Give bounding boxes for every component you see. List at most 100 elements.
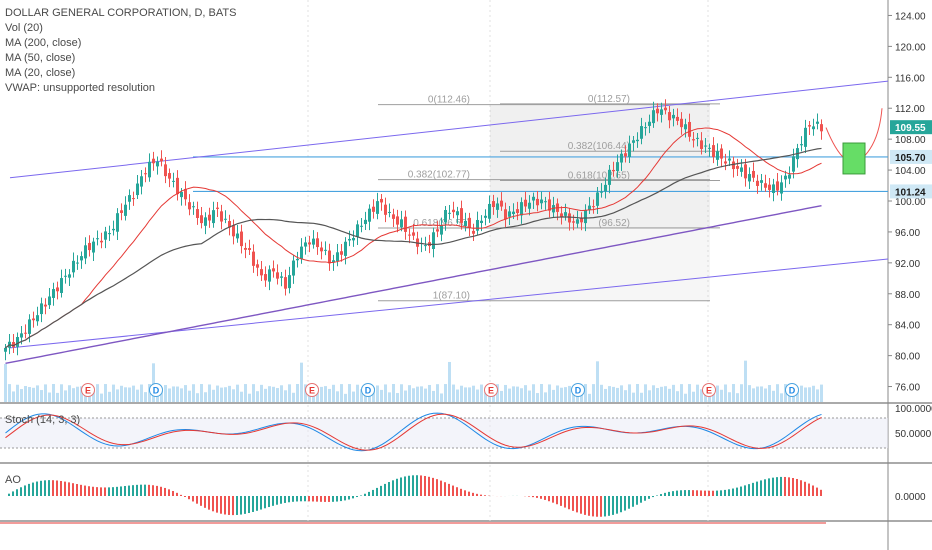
volume-bar (168, 388, 171, 402)
candle-body (304, 242, 307, 247)
dividend-event-icon (361, 383, 375, 397)
volume-bar (132, 385, 135, 402)
candle-body (648, 121, 651, 126)
ao-bar (780, 476, 782, 496)
ao-bar (736, 487, 738, 496)
ao-bar (576, 496, 578, 513)
candle-body (776, 181, 779, 191)
candle-body (164, 164, 167, 177)
candle-body (204, 217, 207, 226)
chart-title: DOLLAR GENERAL CORPORATION, D, BATS (5, 7, 237, 19)
candle-body (196, 209, 199, 219)
volume-bar (188, 390, 191, 402)
volume-bar (652, 385, 655, 402)
candle-body (228, 221, 231, 228)
candle-body (716, 151, 719, 160)
ao-bar (196, 496, 198, 504)
volume-bar (672, 384, 675, 402)
volume-bar (152, 363, 155, 402)
volume-bar (764, 388, 767, 402)
candle-body (360, 225, 363, 227)
candle-body (504, 209, 507, 220)
volume-bar (192, 384, 195, 402)
candle-body (156, 161, 159, 167)
volume-bar (148, 384, 151, 402)
volume-bar (804, 387, 807, 402)
ao-bar (8, 493, 10, 496)
ao-bar (284, 496, 286, 503)
candle-body (400, 219, 403, 228)
ao-bar (776, 477, 778, 496)
candle-body (52, 289, 55, 298)
candle-body (508, 211, 511, 217)
candle-body (300, 246, 303, 260)
candle-body (344, 241, 347, 256)
candle-body (596, 192, 599, 206)
volume-bar (44, 384, 47, 402)
ao-bar (536, 496, 538, 498)
candle-body (672, 114, 675, 119)
volume-bar (124, 387, 127, 402)
volume-bar (540, 384, 543, 402)
legend-ma200: MA (200, close) (5, 37, 82, 49)
ao-bar (12, 491, 14, 496)
ao-bar (268, 496, 270, 508)
volume-bar (36, 385, 39, 402)
volume-bar (504, 384, 507, 402)
ao-bar (680, 490, 682, 496)
ao-bar (212, 496, 214, 512)
volume-bar (424, 388, 427, 402)
volume-bar (500, 390, 503, 402)
price-tick-label: 120.00 (895, 42, 926, 53)
candle-body (188, 202, 191, 210)
ao-bar (608, 496, 610, 516)
ao-bar (364, 493, 366, 496)
volume-bar (456, 389, 459, 402)
fib-right-label: 0(112.57) (588, 94, 630, 105)
ao-bar (728, 489, 730, 496)
volume-bar (344, 393, 347, 402)
event-label: D (575, 386, 582, 396)
candle-body (276, 272, 279, 279)
candle-body (4, 347, 7, 352)
candle-body (92, 241, 95, 253)
candle-body (712, 145, 715, 158)
price-badge (890, 184, 932, 199)
volume-bar (480, 384, 483, 402)
fib-left-label: 0.382(102.77) (408, 170, 470, 181)
volume-bar (388, 392, 391, 402)
volume-bar (164, 385, 167, 402)
candle-body (340, 251, 343, 255)
ao-bar (784, 476, 786, 496)
volume-bar (20, 389, 23, 402)
candle-body (180, 191, 183, 198)
price-tick-label: 96.00 (895, 228, 920, 239)
candle-body (552, 205, 555, 213)
volume-bar (116, 389, 119, 402)
ao-tick-label: 0.0000 (895, 492, 926, 503)
candle-body (128, 195, 131, 202)
volume-bar (8, 384, 11, 402)
ao-bar (172, 490, 174, 496)
candle-body (496, 203, 499, 210)
ao-bar (588, 496, 590, 516)
volume-bar (284, 390, 287, 402)
volume-bar (104, 384, 107, 402)
candle-body (404, 216, 407, 232)
ao-bar (472, 492, 474, 496)
ao-bar (640, 496, 642, 503)
volume-bar (520, 388, 523, 402)
candle-body (132, 198, 135, 200)
volume-bar (460, 385, 463, 402)
ao-bar (644, 496, 646, 501)
candle-body (612, 169, 615, 172)
ao-bar (548, 496, 550, 502)
ao-bar (692, 490, 694, 496)
ao-bar (264, 496, 266, 509)
volume-bar (76, 386, 79, 402)
legend-ma20: MA (20, close) (5, 67, 76, 79)
ao-bar (64, 481, 66, 496)
ao-bar (280, 496, 282, 504)
price-tick-label: 80.00 (895, 352, 920, 363)
ao-bar (108, 487, 110, 496)
